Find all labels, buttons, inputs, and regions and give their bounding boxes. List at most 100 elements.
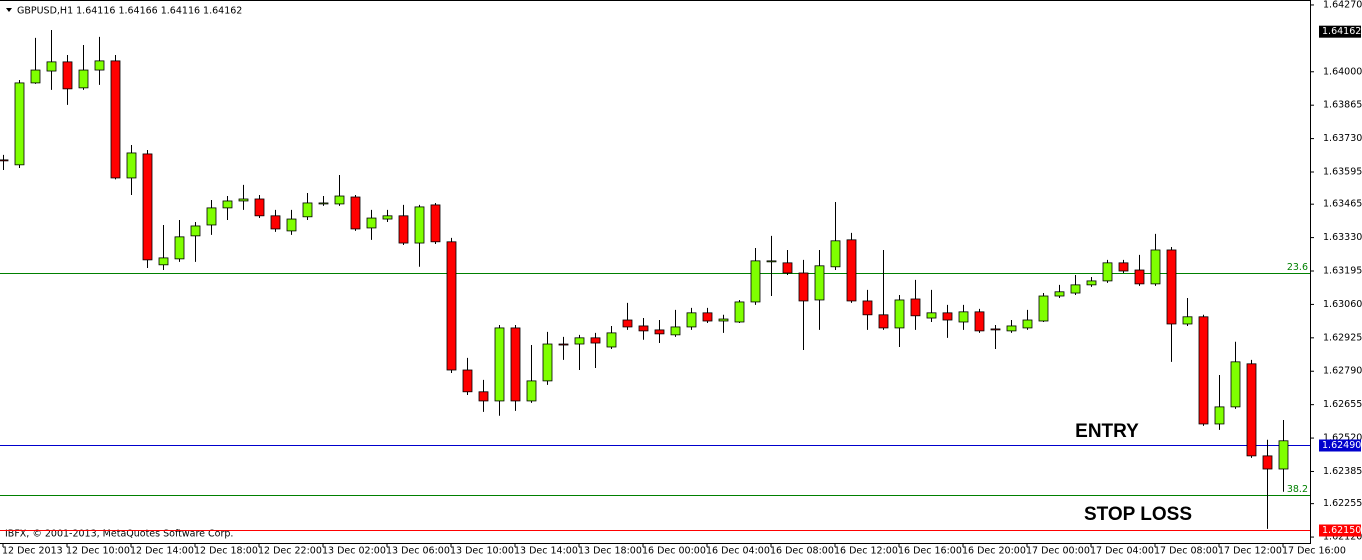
candle-body <box>350 196 361 230</box>
candle-body <box>814 265 825 301</box>
bid-tag <box>1319 25 1361 38</box>
candle-body <box>606 332 617 348</box>
candle-body <box>270 215 281 230</box>
candle-body <box>862 300 873 316</box>
candle-body <box>638 325 649 332</box>
candle-body <box>14 82 25 166</box>
y-tick-label: 1.62120 <box>1323 532 1362 543</box>
candle-body <box>62 61 73 90</box>
candle-body <box>1278 440 1289 470</box>
chart-title: GBPUSD,H1 1.64116 1.64166 1.64116 1.6416… <box>17 6 242 17</box>
y-tick-label: 1.64000 <box>1323 66 1362 77</box>
candle-body <box>686 312 697 328</box>
x-tick-label: 17 Dec 16:00 <box>1282 546 1346 557</box>
candle-body <box>318 202 329 205</box>
candle-body <box>1166 249 1177 325</box>
candle-body <box>702 312 713 322</box>
x-tick-label: 13 Dec 14:00 <box>514 546 578 557</box>
x-tick-label: 13 Dec 02:00 <box>322 546 386 557</box>
candle-body <box>830 240 841 268</box>
x-tick-label: 16 Dec 00:00 <box>642 546 706 557</box>
candle-body <box>30 69 41 84</box>
x-tick-label: 12 Dec 2013 <box>2 546 63 557</box>
y-tick-label: 1.63195 <box>1323 266 1362 277</box>
candle-body <box>734 301 745 323</box>
candle-body <box>190 225 201 237</box>
x-tick-label: 17 Dec 00:00 <box>1026 546 1090 557</box>
candle-body <box>1198 316 1209 425</box>
x-tick-label: 13 Dec 10:00 <box>450 546 514 557</box>
candle-body <box>782 262 793 274</box>
candle-body <box>1246 363 1257 457</box>
candle-body <box>414 206 425 244</box>
candle-body <box>878 314 889 329</box>
candle-body <box>1182 316 1193 325</box>
price-tag-label: 1.62150 <box>1322 525 1361 536</box>
candle-body <box>446 241 457 371</box>
y-tick-label: 1.62790 <box>1323 366 1362 377</box>
candle-body <box>1230 361 1241 408</box>
candle-body <box>1214 406 1225 425</box>
x-tick-label: 16 Dec 16:00 <box>898 546 962 557</box>
candle-body <box>126 152 137 179</box>
candle-body <box>558 343 569 346</box>
candle-body <box>670 326 681 336</box>
candle-body <box>110 60 121 179</box>
candle-body <box>78 69 89 89</box>
menu-triangle <box>6 8 12 12</box>
candle-body <box>958 311 969 323</box>
candle-body <box>46 61 57 72</box>
candle-body <box>1006 325 1017 332</box>
candle-body <box>718 318 729 322</box>
candle-body <box>510 327 521 402</box>
candle-body <box>990 328 1001 331</box>
candle-body <box>158 257 169 266</box>
y-tick-label: 1.62925 <box>1323 332 1362 343</box>
candle-body <box>174 236 185 260</box>
candle-body <box>1038 295 1049 322</box>
candle-body <box>398 215 409 244</box>
candle-body <box>1054 291 1065 297</box>
x-tick-label: 13 Dec 06:00 <box>386 546 450 557</box>
candle-body <box>574 337 585 345</box>
candle-body <box>254 198 265 217</box>
candle-body <box>798 272 809 302</box>
candle-body <box>910 298 921 317</box>
candle-body <box>206 207 217 226</box>
candle-body <box>1102 262 1113 282</box>
candle-body <box>1150 249 1161 285</box>
candle-body <box>974 311 985 332</box>
candle-body <box>1262 455 1273 470</box>
x-tick-label: 12 Dec 14:00 <box>130 546 194 557</box>
candle-body <box>0 159 9 162</box>
candle-body <box>478 391 489 402</box>
candle-body <box>542 343 553 382</box>
x-tick-label: 16 Dec 12:00 <box>834 546 898 557</box>
x-tick-label: 12 Dec 22:00 <box>258 546 322 557</box>
y-tick-label: 1.62255 <box>1323 498 1362 509</box>
copyright: IBFX, © 2001-2013, MetaQuotes Software C… <box>5 529 233 540</box>
candle-body <box>766 260 777 263</box>
candle-body <box>222 200 233 209</box>
bid-tag-label: 1.64162 <box>1322 26 1361 37</box>
level-label: 23.6 <box>1287 262 1308 273</box>
price-tag <box>1319 524 1361 537</box>
y-tick-label: 1.62520 <box>1323 433 1362 444</box>
candle-body <box>430 204 441 243</box>
x-tick-label: 17 Dec 08:00 <box>1154 546 1218 557</box>
candle-body <box>94 60 105 71</box>
candle-body <box>334 195 345 205</box>
y-tick-label: 1.62385 <box>1323 466 1362 477</box>
x-tick-label: 17 Dec 12:00 <box>1218 546 1282 557</box>
candle-body <box>494 327 505 402</box>
y-tick-label: 1.64270 <box>1323 0 1362 10</box>
y-tick-label: 1.63730 <box>1323 133 1362 144</box>
candle-body <box>462 369 473 393</box>
y-tick-label: 1.63865 <box>1323 100 1362 111</box>
candle-body <box>942 312 953 321</box>
x-tick-label: 12 Dec 18:00 <box>194 546 258 557</box>
x-tick-label: 12 Dec 10:00 <box>66 546 130 557</box>
candle-body <box>286 218 297 232</box>
